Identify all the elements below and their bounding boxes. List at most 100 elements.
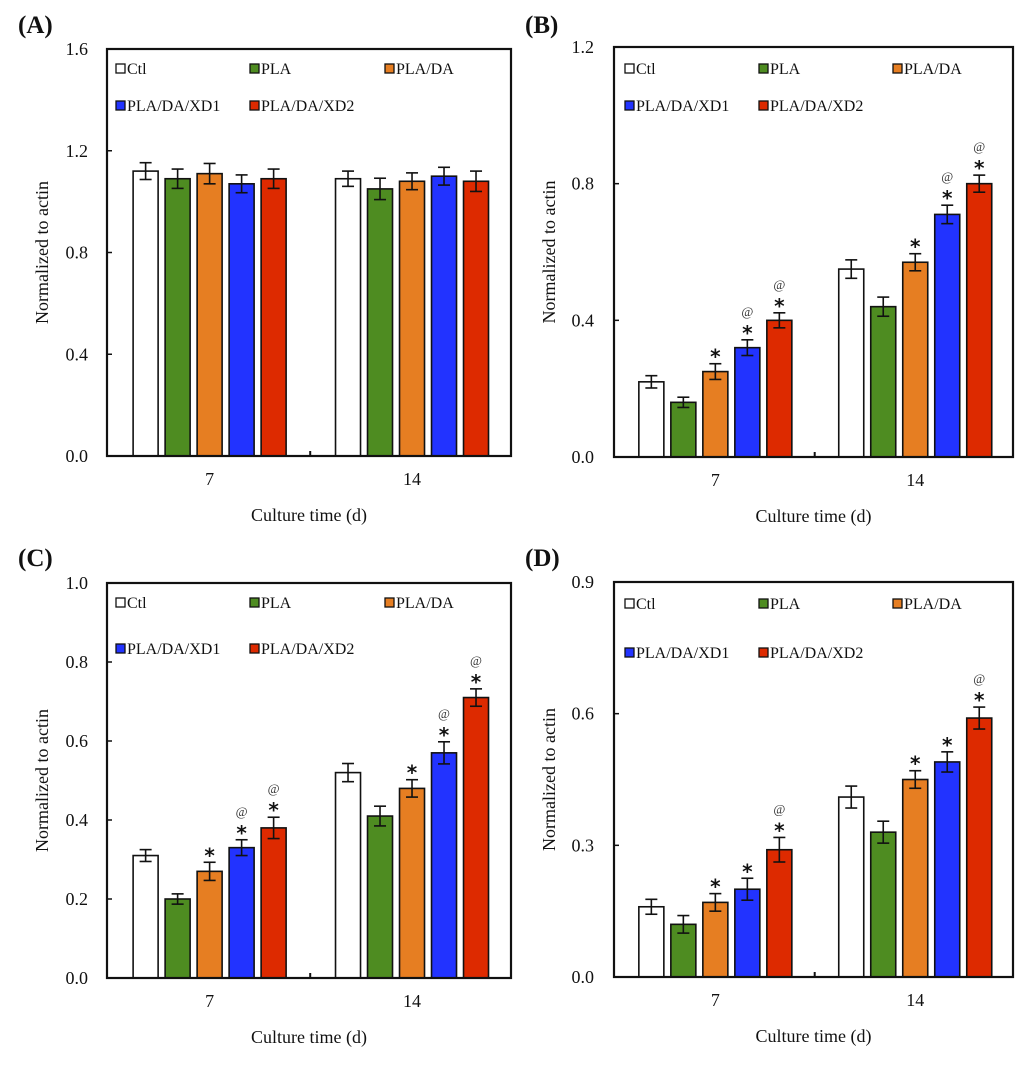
bar-ctl-day14 (334, 771, 362, 979)
y-tick-label: 0.6 (572, 704, 595, 724)
x-tick-label: 14 (403, 991, 421, 1011)
y-tick-label: 0.3 (572, 835, 595, 855)
bar-pla-da-xd1-day14 (933, 761, 961, 978)
significance-at: @ (741, 304, 753, 319)
error-bar (438, 740, 451, 765)
error-bar (677, 396, 690, 409)
y-tick-label: 0.0 (66, 446, 89, 466)
significance-at: @ (941, 169, 953, 184)
significance-at: @ (773, 277, 785, 292)
error-bar (374, 177, 387, 201)
x-tick-label: 14 (403, 469, 421, 489)
legend-label: PLA/DA (396, 595, 454, 612)
legend-item: PLA (758, 596, 801, 613)
legend-swatch (758, 100, 769, 111)
y-axis-title: Normalized to actin (539, 708, 559, 851)
y-tick-label: 0.8 (66, 243, 89, 263)
legend-label: PLA/DA/XD1 (636, 645, 729, 662)
x-axis-title: Culture time (d) (756, 506, 872, 527)
bar-ctl-day7 (132, 170, 159, 457)
significance-star: * (774, 818, 785, 842)
error-bar (645, 898, 658, 916)
legend-label: PLA/DA/XD1 (127, 98, 220, 115)
plot-frame (612, 580, 1015, 979)
legend-item: PLA/DA/XD1 (115, 641, 220, 658)
significance-star: * (974, 688, 985, 712)
legend-label: PLA/DA (904, 61, 962, 78)
error-bar (342, 170, 355, 188)
legend-item: PLA/DA (384, 595, 454, 612)
error-bar (203, 861, 216, 882)
legend-swatch (249, 643, 260, 654)
panel-c: (C) * * @ * @7 * * @ * @14 0.0 0.2 0.4 0.6 0.8 1.0 Cultur… (18, 545, 513, 1048)
bar-pla-da-xd1-day14 (933, 213, 961, 458)
y-tick-label: 0.0 (572, 447, 595, 467)
error-bar (909, 252, 922, 272)
significance-star: * (774, 294, 785, 318)
bar-pla-da-day14 (901, 778, 929, 978)
bar-pla-day14 (366, 815, 394, 979)
error-bar (877, 296, 890, 318)
y-tick-label: 0.4 (66, 810, 89, 830)
significance-at: @ (973, 671, 985, 686)
panel-label: (B) (525, 12, 558, 39)
legend-label: PLA (770, 61, 801, 78)
legend-swatch (624, 647, 635, 658)
legend-item: PLA (249, 61, 292, 78)
error-bar (171, 168, 184, 190)
error-bar (973, 706, 986, 730)
bar-pla-da-xd1-day7 (228, 846, 255, 979)
legend-swatch (249, 63, 260, 74)
bar-pla-da-xd2-day7 (260, 827, 287, 979)
legend-label: PLA (261, 61, 292, 78)
bar-pla-day7 (164, 177, 191, 457)
x-tick-label: 7 (205, 469, 214, 489)
error-bar (973, 174, 986, 194)
legend-label: PLA/DA/XD1 (636, 98, 729, 115)
significance-star: * (910, 235, 921, 259)
bar-ctl-day14 (837, 268, 865, 458)
error-bar (342, 762, 355, 783)
error-bar (171, 893, 184, 905)
legend: Ctl PLA PLA/DA PLA/DA/XD1 PLA/DA/XD2 (624, 596, 962, 662)
legend-label: Ctl (127, 61, 147, 78)
legend-label: PLA/DA (396, 61, 454, 78)
legend-label: PLA/DA (904, 596, 962, 613)
legend-item: PLA/DA/XD2 (758, 98, 863, 115)
panel-label: (A) (18, 12, 53, 39)
significance-at: @ (438, 706, 450, 721)
bar-pla-day14 (869, 831, 897, 978)
legend-item: PLA (249, 595, 292, 612)
y-tick-label: 1.2 (572, 37, 595, 57)
bar-pla-da-day14 (398, 180, 426, 457)
bar-pla-da-xd2-day7 (766, 848, 793, 978)
x-tick-label: 14 (906, 990, 924, 1010)
legend-swatch (892, 63, 903, 74)
x-axis-title: Culture time (d) (756, 1026, 872, 1047)
x-axis-title: Culture time (d) (251, 1027, 367, 1048)
x-axis-title: Culture time (d) (251, 505, 367, 526)
plot-frame (612, 45, 1015, 459)
x-tick-label: 7 (711, 470, 720, 490)
bar-ctl-day7 (638, 381, 665, 458)
significance-star: * (268, 798, 279, 822)
y-tick-label: 0.6 (66, 731, 89, 751)
legend: Ctl PLA PLA/DA PLA/DA/XD1 PLA/DA/XD2 (624, 61, 962, 115)
bar-pla-da-xd1-day7 (734, 346, 761, 458)
error-bar (909, 769, 922, 790)
legend-swatch (624, 63, 635, 74)
significance-star: * (204, 843, 215, 867)
error-bar (267, 168, 280, 190)
legend-swatch (249, 597, 260, 608)
bar-ctl-day14 (837, 796, 865, 978)
error-bar (741, 877, 754, 901)
legend-label: PLA/DA/XD2 (770, 98, 863, 115)
error-bar (845, 259, 858, 280)
legend-label: PLA/DA/XD2 (261, 641, 354, 658)
legend: Ctl PLA PLA/DA PLA/DA/XD1 PLA/DA/XD2 (115, 595, 454, 658)
legend-item: PLA/DA/XD2 (758, 645, 863, 662)
significance-star: * (942, 186, 953, 210)
significance-at: @ (470, 653, 482, 668)
significance-star: * (974, 156, 985, 180)
error-bar (139, 161, 152, 181)
